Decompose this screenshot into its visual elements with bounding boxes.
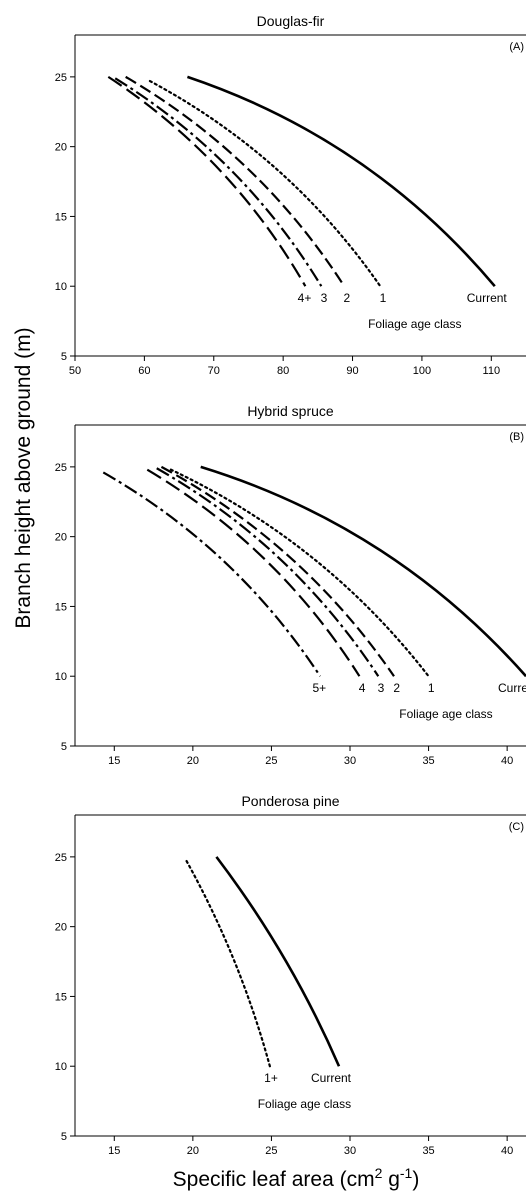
series-line-1plus — [185, 859, 271, 1068]
y-tick-label: 15 — [55, 991, 67, 1003]
series-label: Current — [498, 681, 526, 695]
series-line-3 — [156, 467, 380, 677]
x-axis-label-main: Specific leaf area (cm — [173, 1168, 375, 1191]
y-tick-label: 5 — [61, 1131, 67, 1143]
x-tick-label: 90 — [346, 365, 358, 377]
panel-letter: (B) — [509, 431, 524, 443]
series-line-4 — [146, 468, 361, 677]
series-line-current — [200, 465, 526, 678]
series-line-2 — [160, 465, 395, 677]
x-tick-label: 15 — [108, 1145, 120, 1157]
panel-1: Douglas-fir (A) 5 10 15 20 25 50 60 70 80 90 100 110 C… — [55, 13, 526, 377]
x-tick-label: 20 — [187, 1145, 199, 1157]
x-axis-label-end: ) — [412, 1168, 419, 1191]
foliage-age-class-label: Foliage age class — [258, 1097, 351, 1111]
panel-2: Hybrid spruce (B) 5 10 15 20 25 15 20 25 30 35 40 Cur… — [55, 403, 526, 767]
series-label: Current — [467, 291, 508, 305]
panel-title: Hybrid spruce — [247, 403, 334, 419]
y-tick-label: 20 — [55, 532, 67, 544]
series-line-2 — [125, 75, 346, 287]
x-tick-label: 35 — [422, 755, 434, 767]
x-tick-label: 110 — [483, 365, 501, 377]
foliage-age-class-label: Foliage age class — [368, 317, 461, 331]
series-label: 4+ — [298, 291, 312, 305]
series-line-current — [186, 75, 496, 288]
x-tick-label: 60 — [138, 365, 150, 377]
panel-letter: (A) — [509, 41, 524, 53]
y-tick-label: 10 — [55, 281, 67, 293]
y-tick-label: 5 — [61, 741, 67, 753]
panel-title: Douglas-fir — [257, 13, 325, 29]
series-label: 2 — [393, 681, 400, 695]
x-tick-label: 20 — [187, 755, 199, 767]
x-axis-label: Specific leaf area (cm2 g-1) — [173, 1165, 420, 1191]
x-tick-label: 70 — [208, 365, 220, 377]
series-label: 5+ — [312, 681, 326, 695]
x-tick-label: 15 — [108, 755, 120, 767]
panel-letter: (C) — [509, 821, 524, 833]
y-tick-label: 5 — [61, 351, 67, 363]
series-label: 2 — [344, 291, 351, 305]
series-line-current — [215, 856, 341, 1067]
x-tick-label: 30 — [344, 1145, 356, 1157]
y-tick-label: 10 — [55, 1061, 67, 1073]
x-axis-label-sup-1: 2 — [375, 1165, 383, 1181]
series-line-1 — [148, 79, 382, 288]
series-label: 4 — [359, 681, 366, 695]
series-label: 1+ — [264, 1071, 278, 1085]
x-tick-label: 100 — [413, 365, 431, 377]
y-tick-label: 15 — [55, 601, 67, 613]
y-tick-label: 25 — [55, 72, 67, 84]
y-tick-label: 25 — [55, 462, 67, 474]
series-label: 1 — [380, 291, 387, 305]
x-axis-label-mid: g — [382, 1168, 400, 1191]
series-line-3 — [114, 77, 323, 287]
y-tick-label: 20 — [55, 142, 67, 154]
y-axis-label: Branch height above ground (m) — [12, 327, 35, 628]
panel-title: Ponderosa pine — [241, 793, 339, 809]
y-tick-label: 15 — [55, 211, 67, 223]
x-tick-label: 50 — [69, 365, 81, 377]
foliage-age-class-label: Foliage age class — [399, 707, 492, 721]
series-line-4plus — [107, 75, 307, 287]
series-line-5plus — [102, 471, 322, 677]
x-tick-label: 80 — [277, 365, 289, 377]
x-tick-label: 25 — [265, 1145, 277, 1157]
x-tick-label: 40 — [501, 755, 513, 767]
x-tick-label: 35 — [422, 1145, 434, 1157]
series-label: 3 — [378, 681, 385, 695]
panel-3: Ponderosa pine (C) 5 10 15 20 25 15 20 25 30 35 40 Cu… — [55, 793, 526, 1157]
x-tick-label: 40 — [501, 1145, 513, 1157]
x-tick-label: 30 — [344, 755, 356, 767]
series-label: 3 — [321, 291, 328, 305]
y-tick-label: 20 — [55, 922, 67, 934]
series-label: Current — [311, 1071, 352, 1085]
y-tick-label: 10 — [55, 671, 67, 683]
series-label: 1 — [428, 681, 435, 695]
x-tick-label: 25 — [265, 755, 277, 767]
x-axis-label-sup-2: -1 — [400, 1165, 413, 1181]
y-tick-label: 25 — [55, 852, 67, 864]
series-line-1 — [169, 468, 430, 678]
